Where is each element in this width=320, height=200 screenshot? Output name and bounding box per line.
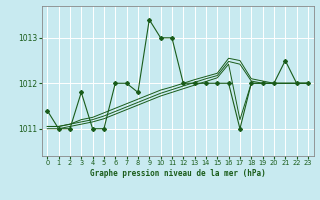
X-axis label: Graphe pression niveau de la mer (hPa): Graphe pression niveau de la mer (hPa)	[90, 169, 266, 178]
